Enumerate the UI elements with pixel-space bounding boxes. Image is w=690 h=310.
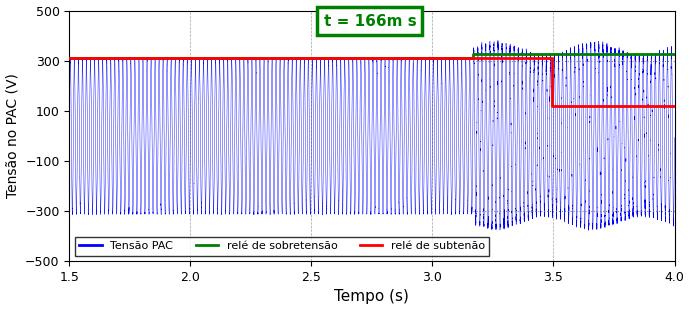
X-axis label: Tempo (s): Tempo (s): [335, 290, 409, 304]
Y-axis label: Tensão no PAC (V): Tensão no PAC (V): [6, 73, 19, 198]
Legend: Tensão PAC, relé de sobretensão, relé de subtenão: Tensão PAC, relé de sobretensão, relé de…: [75, 237, 489, 256]
Text: t = 166m s: t = 166m s: [324, 14, 416, 29]
